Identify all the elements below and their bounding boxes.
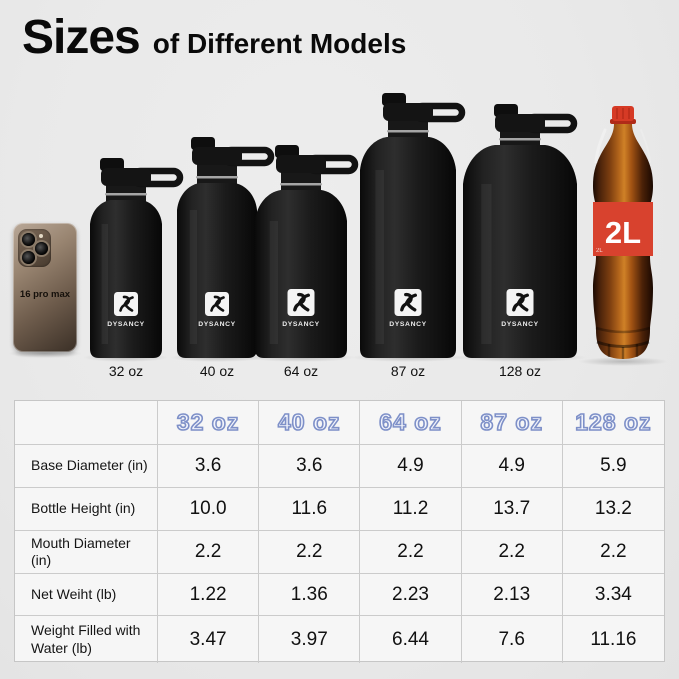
table-cell: 3.6 [158,445,260,488]
bottle-size-label: 128 oz [498,363,542,379]
table-cell: 2.2 [562,531,664,574]
bottle-64oz-image: DYSANCY [255,145,361,363]
table-cell: 3.97 [259,616,361,663]
row-label-mouth-diameter: Mouth Diameter (in) [15,531,158,574]
row-label-base-diameter: Base Diameter (in) [15,445,158,488]
table-cell: 2.23 [360,574,462,616]
table-cell: 2.2 [259,531,361,574]
product-shadow [578,357,668,366]
cola-bottle-2l-image: 2L 2L [583,106,663,367]
bottle-32oz-image: DYSANCY [90,158,186,363]
table-cell: 5.9 [562,445,664,488]
table-cell: 11.6 [259,488,361,531]
svg-text:2L: 2L [605,215,641,250]
table-cell: 1.22 [158,574,260,616]
bottle-size-label: 87 oz [390,363,426,379]
table-header-64oz: 64 oz [360,401,462,445]
table-cell: 4.9 [360,445,462,488]
phone-label: 16 pro max [19,289,71,300]
camera-lens-icon [35,242,48,255]
bottle-size-label: 32 oz [108,363,144,379]
table-cell: 2.2 [360,531,462,574]
size-comparison-table: 32 oz 40 oz 64 oz 87 oz 128 oz Base Diam… [14,400,665,663]
svg-text:2L: 2L [596,248,603,254]
table-header-40oz: 40 oz [259,401,361,445]
table-cell: 3.47 [158,616,260,663]
row-label-bottle-height: Bottle Height (in) [15,488,158,531]
svg-text:DYSANCY: DYSANCY [501,321,538,328]
bottle-40oz-image: DYSANCY [177,137,277,363]
table-cell: 2.2 [461,531,563,574]
bottle-87oz-image: DYSANCY [360,93,468,363]
svg-text:DYSANCY: DYSANCY [282,321,319,328]
table-cell: 3.34 [562,574,664,616]
title-sub: of Different Models [152,28,407,59]
product-shadow [8,349,82,358]
table-cell: 13.7 [461,488,563,531]
camera-lens-icon [22,251,35,264]
bottle-size-label: 40 oz [199,363,235,379]
table-cell: 6.44 [360,616,462,663]
svg-text:DYSANCY: DYSANCY [389,321,426,328]
table-cell: 2.13 [461,574,563,616]
table-header-128oz: 128 oz [562,401,664,445]
svg-text:DYSANCY: DYSANCY [107,321,144,328]
table-cell: 3.6 [259,445,361,488]
table-cell: 2.2 [158,531,260,574]
table-cell: 13.2 [562,488,664,531]
camera-flash-icon [39,234,43,238]
phone-image: 16 pro max [13,223,77,352]
table-cell: 7.6 [462,616,563,663]
table-cell: 10.0 [158,488,260,531]
phone-camera-module [18,229,51,267]
table-corner-cell [15,401,158,445]
table-header-32oz: 32 oz [158,401,260,445]
camera-lens-icon [22,233,35,246]
bottle-128oz-image: DYSANCY [463,104,580,363]
table-cell: 1.36 [259,574,361,616]
table-cell: 11.2 [360,488,462,531]
table-header-87oz: 87 oz [461,401,563,445]
bottle-size-label: 64 oz [283,363,319,379]
page-title: Sizes of Different Models [22,10,406,65]
table-cell: 11.16 [590,628,637,650]
table-cell: 4.9 [461,445,563,488]
svg-text:DYSANCY: DYSANCY [198,321,235,328]
row-label-net-weight: Net Weiht (lb) [15,574,158,616]
row-label-filled-weight: Weight Filled with Water (lb) [15,616,158,663]
title-main: Sizes [22,11,141,64]
